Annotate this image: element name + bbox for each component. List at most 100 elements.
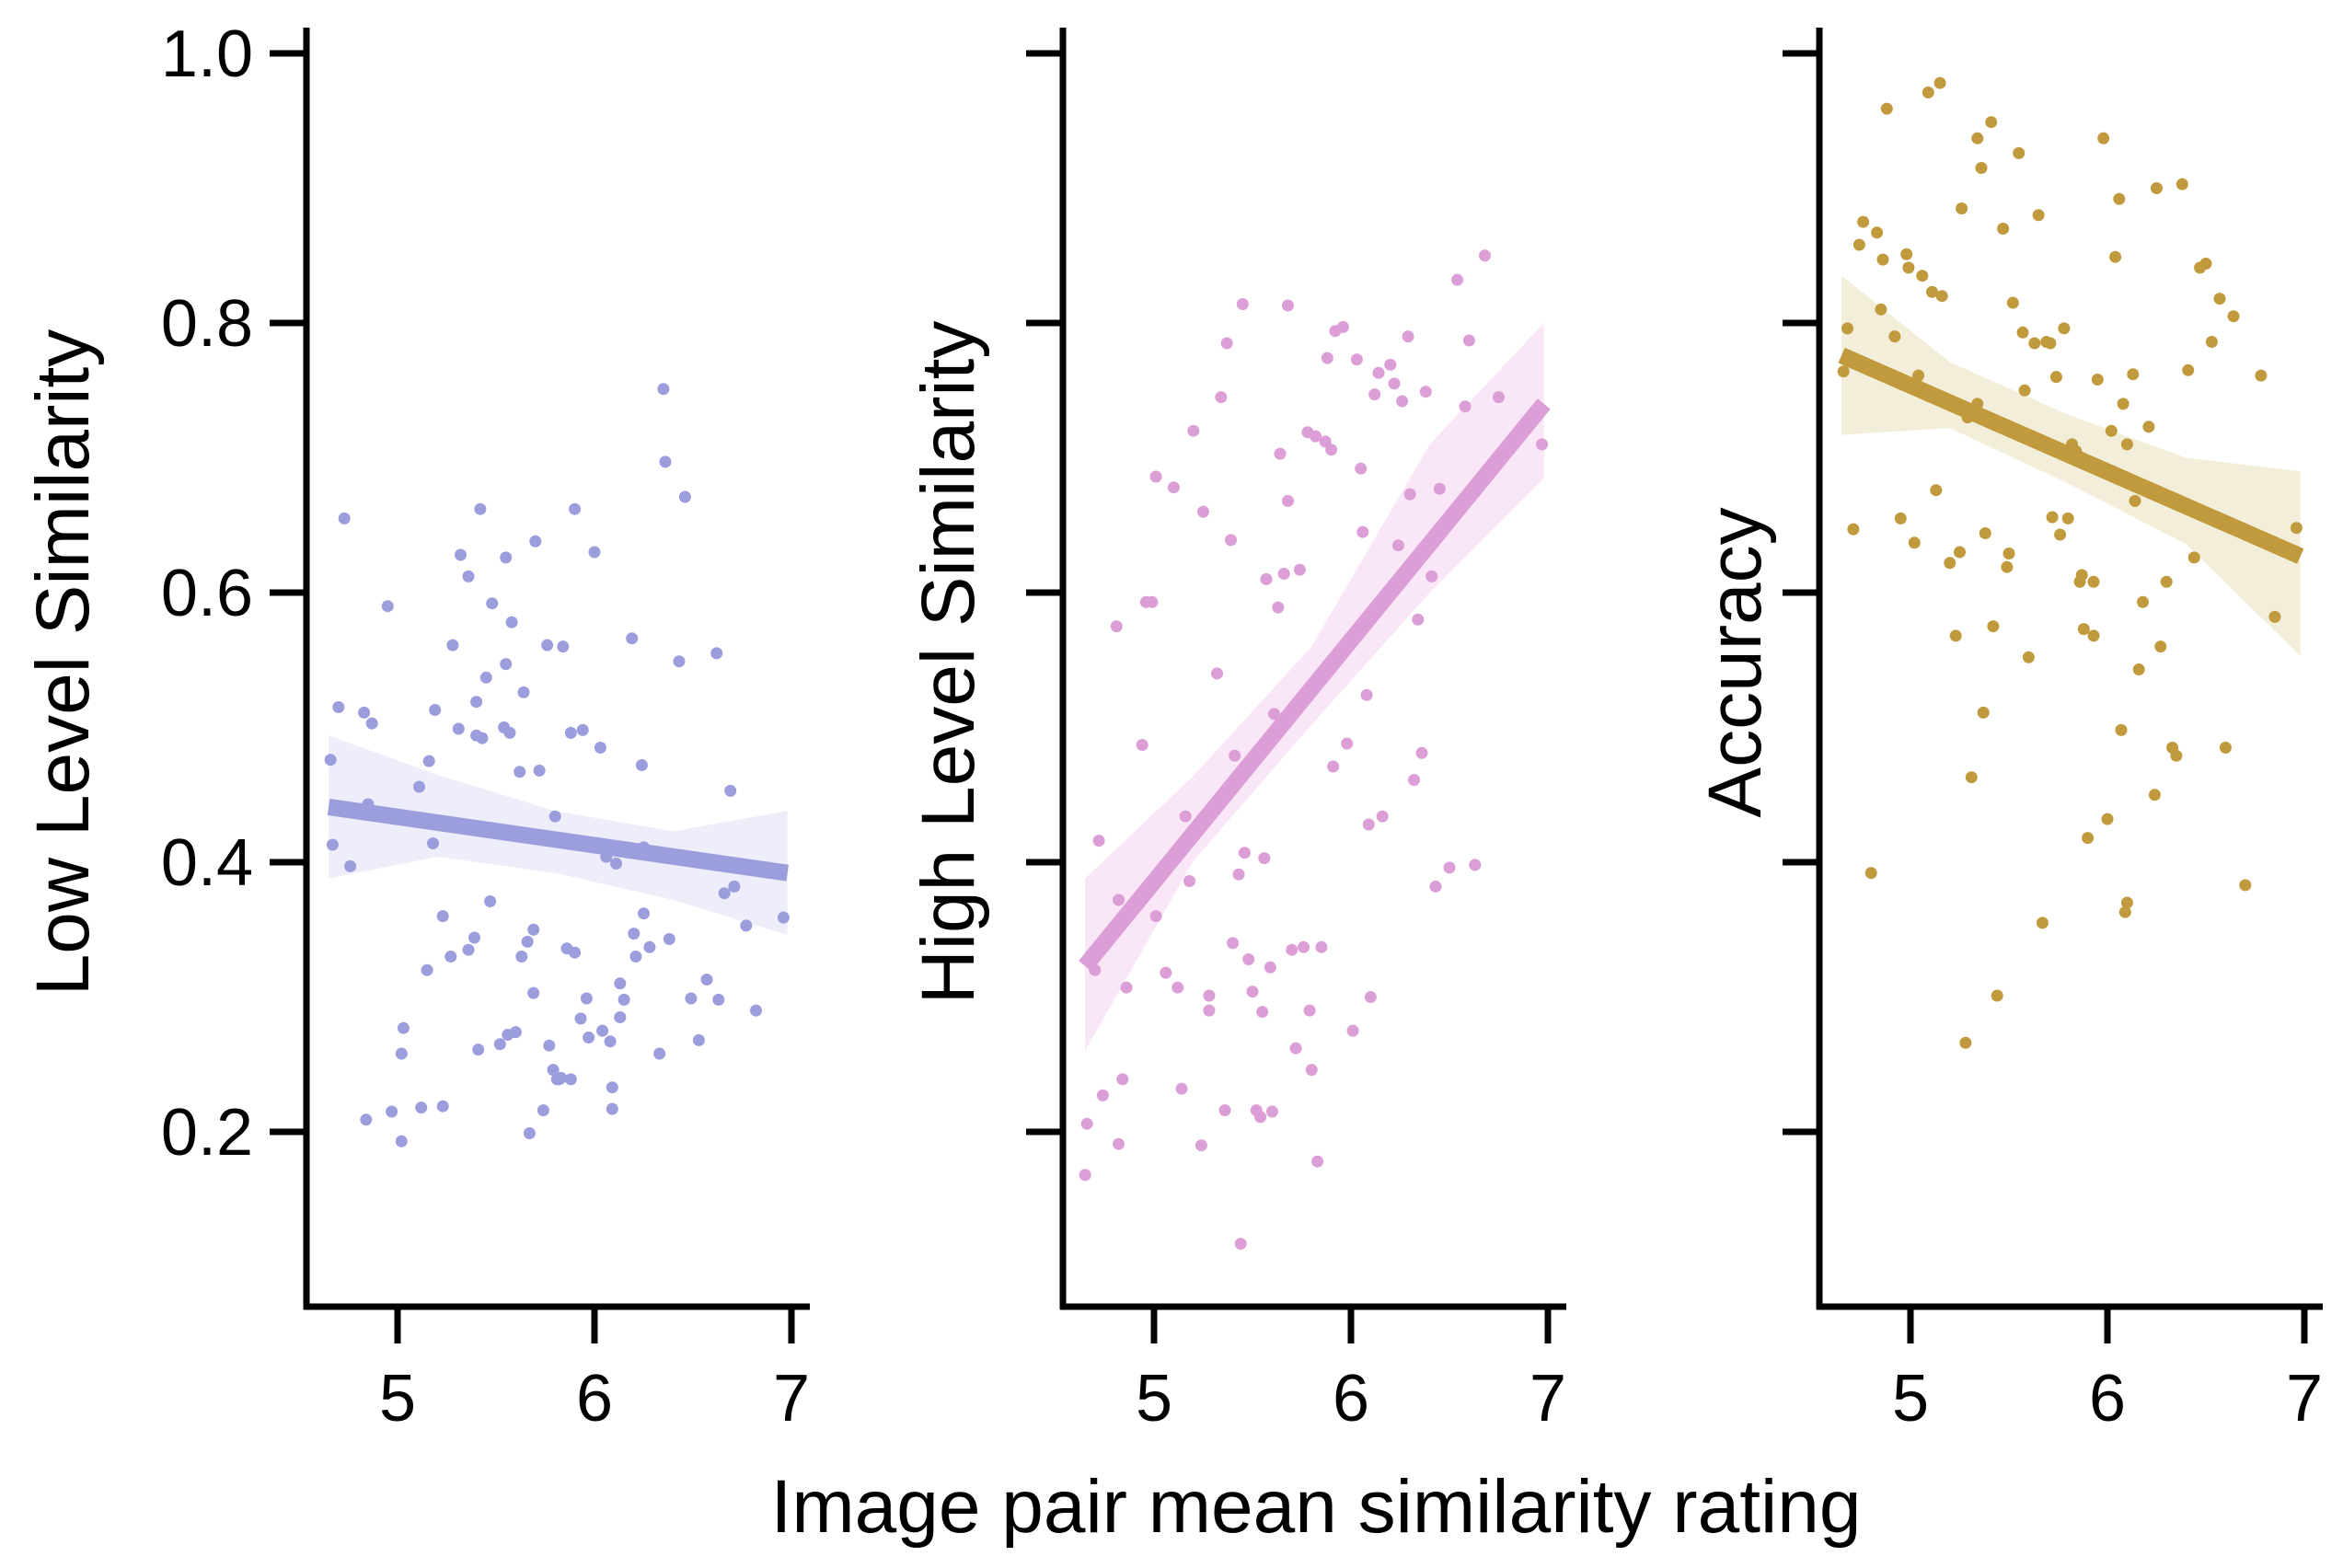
data-point: [1949, 629, 1962, 642]
x-tick-label: 7: [773, 1362, 810, 1435]
data-point: [2087, 575, 2100, 588]
data-point: [2219, 742, 2232, 754]
data-point: [1857, 215, 1870, 228]
data-point: [527, 923, 540, 936]
data-point: [557, 640, 570, 653]
data-point: [421, 963, 433, 976]
data-point: [588, 546, 601, 559]
data-point: [2255, 369, 2268, 382]
data-point: [1971, 132, 1984, 144]
data-point: [1092, 835, 1105, 847]
data-point: [462, 570, 475, 582]
data-point: [1146, 595, 1159, 608]
data-point: [1888, 330, 1901, 343]
data-point: [1402, 330, 1414, 343]
data-point: [1837, 365, 1850, 378]
data-point: [1356, 525, 1369, 538]
data-point: [1336, 320, 1349, 333]
data-point: [468, 931, 480, 944]
data-point: [2137, 595, 2149, 608]
data-point: [2290, 522, 2303, 535]
data-point: [326, 838, 339, 851]
data-point: [2082, 832, 2095, 845]
data-point: [474, 502, 487, 515]
data-point: [1179, 810, 1192, 823]
data-point: [436, 1100, 449, 1113]
shared-x-axis-label: Image pair mean similarity rating: [771, 1465, 1862, 1549]
data-point: [500, 551, 513, 564]
data-point: [1384, 358, 1397, 371]
data-point: [521, 935, 534, 948]
data-point: [2187, 551, 2200, 564]
data-point: [659, 455, 672, 468]
data-point: [2018, 384, 2031, 397]
data-point: [2117, 398, 2129, 410]
data-point: [515, 951, 528, 963]
data-point: [569, 502, 582, 515]
data-point: [692, 1033, 705, 1046]
data-point: [472, 1043, 485, 1056]
data-point: [1412, 613, 1425, 626]
data-point: [1922, 86, 1934, 98]
data-point: [2227, 310, 2240, 323]
data-point: [444, 951, 457, 963]
regression-line: [1838, 347, 2304, 564]
data-point: [1238, 847, 1251, 859]
data-point: [1362, 818, 1375, 831]
data-point: [1425, 570, 1438, 582]
data-point: [2061, 512, 2074, 525]
data-point: [1272, 601, 1285, 614]
data-point: [2199, 258, 2212, 270]
data-point: [663, 933, 675, 945]
data-point: [1894, 512, 1907, 525]
data-point: [1225, 534, 1237, 547]
data-point: [606, 1102, 618, 1115]
data-point: [604, 1035, 617, 1048]
data-point: [395, 1047, 408, 1060]
data-point: [1183, 875, 1195, 887]
data-point: [509, 1026, 522, 1039]
data-point: [617, 993, 630, 1006]
data-point: [657, 383, 670, 396]
data-point: [2087, 629, 2100, 642]
data-point: [1298, 940, 1310, 953]
y-tick-label: 0.2: [161, 1096, 253, 1170]
data-point: [1220, 337, 1233, 350]
y-tick-label: 0.6: [161, 557, 253, 630]
data-point: [1864, 867, 1877, 880]
x-tick-label: 6: [1333, 1362, 1369, 1435]
data-point: [728, 880, 741, 893]
data-point: [1403, 488, 1416, 501]
data-point: [1203, 1004, 1216, 1017]
x-tick-label: 6: [2089, 1362, 2126, 1435]
data-point: [1282, 494, 1294, 507]
data-point: [1234, 1238, 1247, 1251]
data-point: [2075, 569, 2088, 582]
data-point: [338, 512, 351, 525]
data-point: [452, 722, 465, 735]
data-point: [596, 1024, 609, 1037]
data-point: [594, 742, 606, 754]
data-point: [514, 766, 526, 778]
data-point: [1341, 737, 1354, 750]
data-point: [2113, 192, 2126, 205]
data-point: [2127, 368, 2140, 381]
data-point: [2132, 663, 2145, 675]
data-point: [1415, 746, 1428, 759]
data-point: [700, 974, 713, 986]
data-point: [1944, 557, 1956, 570]
data-point: [1305, 1064, 1318, 1077]
data-point: [2109, 250, 2122, 263]
data-point: [1229, 749, 1241, 762]
data-point: [1321, 352, 1333, 364]
x-tick-label: 5: [379, 1362, 416, 1435]
y-tick-label: 0.8: [161, 287, 253, 361]
y-axis-label: Low Level Similarity: [21, 329, 105, 997]
data-point: [2036, 917, 2049, 929]
data-point: [1136, 739, 1148, 751]
data-point: [1364, 991, 1377, 1003]
data-point: [2001, 560, 2014, 573]
data-point: [1852, 238, 1865, 251]
data-point: [1462, 334, 1475, 347]
data-point: [429, 704, 442, 716]
